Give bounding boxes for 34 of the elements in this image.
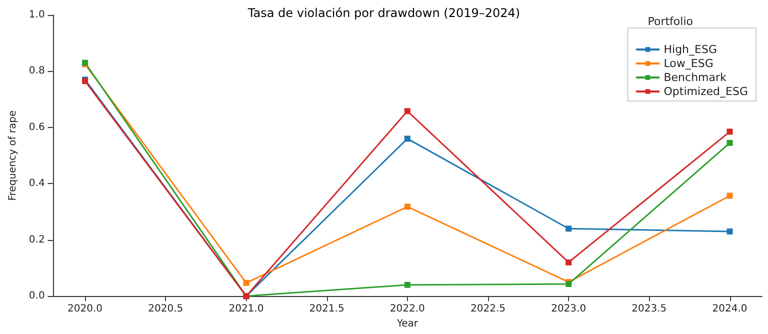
legend-label: Benchmark xyxy=(664,71,728,84)
point xyxy=(404,204,410,210)
legend-label: Optimized_ESG xyxy=(664,85,748,98)
point xyxy=(404,108,410,114)
y-tick-label: 0.0 xyxy=(28,290,45,302)
point xyxy=(726,140,733,146)
point xyxy=(726,128,733,135)
legend-title: Portfolio xyxy=(648,15,694,28)
x-tick-label: 2021.0 xyxy=(228,304,264,315)
y-tick-label: 0.8 xyxy=(28,66,45,77)
point xyxy=(404,136,410,142)
point xyxy=(566,259,572,266)
x-tick-label: 2022.0 xyxy=(390,304,425,315)
legend-label: Low_ESG xyxy=(664,57,714,70)
x-tick-label: 2023.5 xyxy=(632,304,667,315)
x-tick-label: 2021.5 xyxy=(309,304,344,315)
y-axis-title: Frequency of rape xyxy=(8,110,18,201)
y-tick-label: 0.2 xyxy=(28,234,45,246)
x-tick-label: 2022.5 xyxy=(470,304,506,315)
x-tick-label: 2024.0 xyxy=(712,304,748,315)
chart-title: Tasa de violación por drawdown (2019–2024) xyxy=(246,6,520,20)
x-tick-label: 2020.5 xyxy=(148,304,184,315)
y-tick-label: 0.4 xyxy=(28,178,45,190)
y-tick-label: 1.0 xyxy=(28,10,45,20)
point xyxy=(726,192,733,199)
y-tick-label: 0.6 xyxy=(28,122,45,133)
point xyxy=(404,282,410,288)
x-tick-label: 2020.0 xyxy=(68,304,103,315)
x-axis-title: Year xyxy=(396,318,419,330)
point xyxy=(566,226,572,232)
x-tick-label: 2023.0 xyxy=(551,304,586,315)
legend-label: High_ESG xyxy=(664,43,717,56)
point xyxy=(726,228,733,234)
point xyxy=(243,280,250,286)
